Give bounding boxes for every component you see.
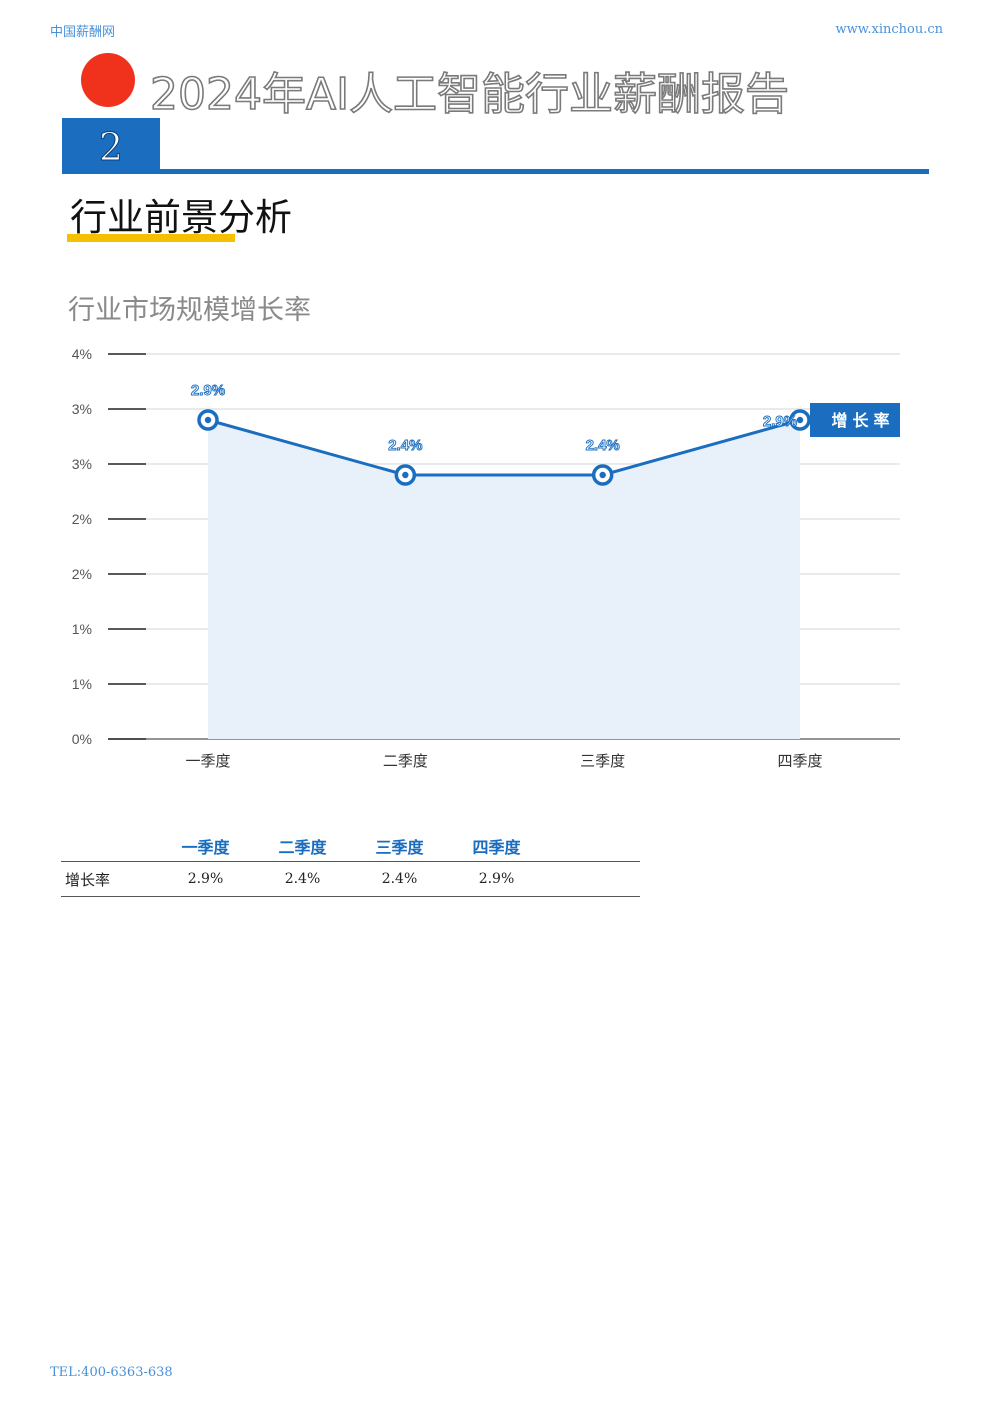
x-tick-label: 四季度	[777, 752, 822, 770]
site-url[interactable]: www.xinchou.cn	[835, 22, 943, 37]
chart-legend: 增长率	[810, 403, 900, 437]
y-tick-label: 2%	[72, 511, 92, 527]
series-line	[207, 418, 801, 477]
chart-area-fill	[208, 420, 800, 739]
growth-rate-chart: 2.9% 2.4% 2.4% 2.9% 一季度 二季度 三季度 四季度 0% 1% 1% 2% 2%…	[72, 346, 900, 770]
table-header-cell	[545, 830, 640, 862]
table-header-cell	[61, 830, 157, 862]
legend-label: 增长率	[831, 411, 894, 430]
chart-data-labels: 2.9% 2.4% 2.4% 2.9%	[190, 382, 797, 455]
y-tick-label: 3%	[72, 456, 92, 472]
table-cell: 2.9%	[187, 871, 224, 887]
table-row: 增长率 2.9% 2.4% 2.4% 2.9%	[61, 862, 640, 897]
y-tick-label: 2%	[72, 566, 92, 582]
data-point-center	[204, 416, 212, 424]
table-row-label: 增长率	[65, 870, 111, 889]
data-table: 一季度 二季度 三季度 四季度 增长率 2.9% 2.4% 2.4% 2.9%	[61, 830, 640, 897]
data-point-center	[599, 471, 606, 479]
chart-x-ticks: 一季度 二季度 三季度 四季度	[185, 752, 822, 770]
y-tick-label: 4%	[72, 346, 92, 362]
x-tick-label: 一季度	[185, 752, 230, 770]
table-header-cell: 一季度	[181, 837, 230, 857]
data-label: 2.9%	[763, 413, 797, 430]
footer-tel: TEL:400-6363-638	[50, 1365, 173, 1380]
table-header-cell: 二季度	[278, 837, 327, 857]
x-tick-label: 三季度	[580, 752, 625, 770]
data-label: 2.9%	[191, 382, 225, 399]
table-header-cell: 四季度	[472, 837, 521, 857]
y-tick-label: 1%	[72, 621, 92, 637]
table-cell	[545, 862, 640, 897]
table-cell: 2.9%	[478, 871, 515, 887]
table-cell: 2.4%	[381, 871, 418, 887]
data-point-center	[796, 416, 804, 424]
section-number: 2	[98, 125, 124, 170]
y-tick-label: 0%	[72, 731, 92, 747]
section-divider	[62, 169, 929, 174]
table-header-row: 一季度 二季度 三季度 四季度	[61, 830, 640, 862]
table-cell: 2.4%	[284, 871, 321, 887]
y-tick-label: 1%	[72, 676, 92, 692]
chart-y-ticks: 0% 1% 1% 2% 2% 3% 3% 4%	[72, 346, 92, 747]
section-number-box	[62, 118, 160, 173]
decorative-red-dot	[81, 53, 135, 107]
series-area	[208, 420, 800, 739]
y-tick-label: 3%	[72, 401, 92, 417]
chart-series-line	[207, 418, 801, 477]
data-label: 2.4%	[388, 437, 422, 454]
data-label: 2.4%	[586, 437, 620, 454]
chart-title: 行业市场规模增长率	[68, 295, 311, 326]
x-tick-label: 二季度	[383, 752, 428, 770]
table-header-cell: 三季度	[375, 837, 424, 857]
report-title: 2024年AI人工智能行业薪酬报告	[149, 69, 790, 121]
data-point-center	[402, 471, 409, 479]
section-heading: 行业前景分析	[70, 196, 292, 239]
site-name: 中国薪酬网	[50, 25, 116, 40]
legend-box	[810, 403, 900, 437]
chart-points	[197, 409, 811, 486]
heading-underline	[67, 234, 235, 242]
